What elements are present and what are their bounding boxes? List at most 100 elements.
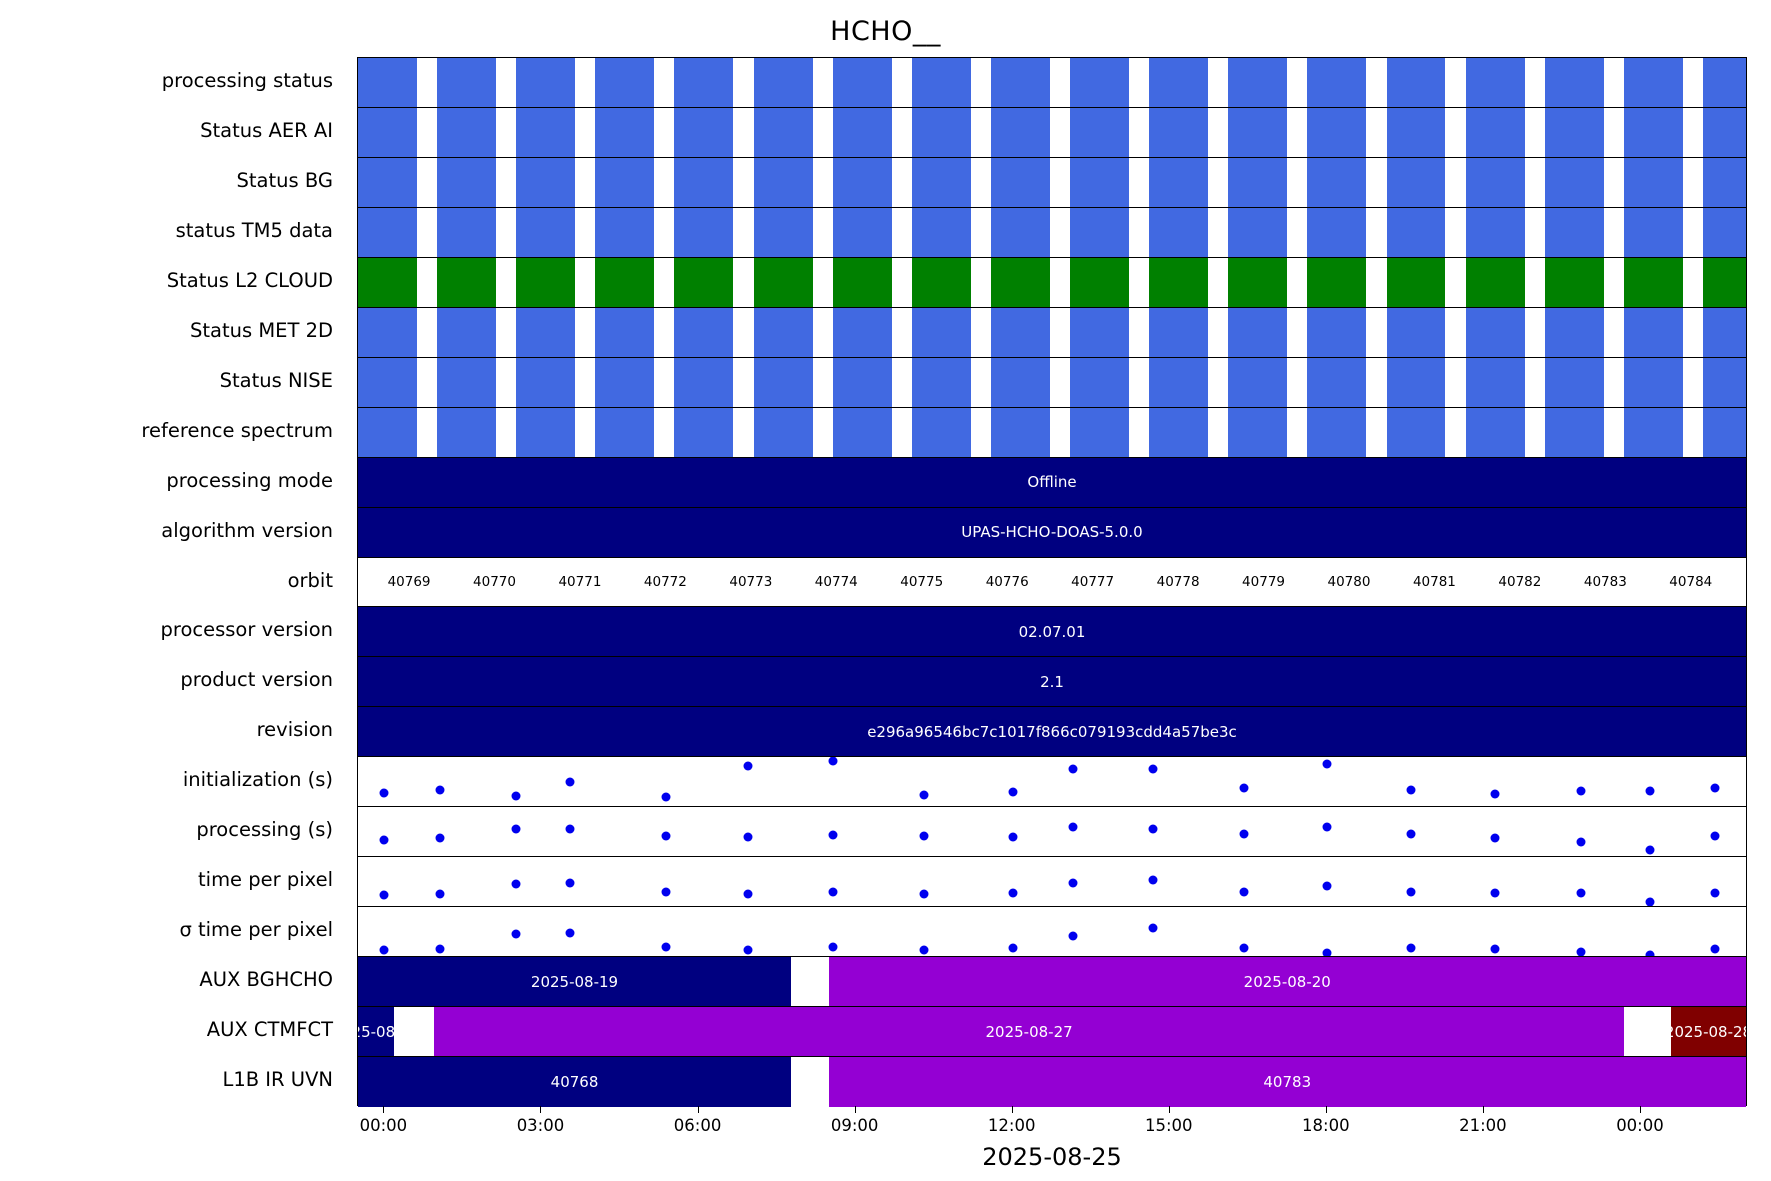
y-axis-label: reference spectrum (141, 418, 333, 442)
orbit-label: 40781 (1412, 573, 1456, 590)
status-cell (1544, 357, 1604, 407)
scatter-point (919, 790, 929, 800)
y-axis-label: AUX BGHCHO (199, 968, 333, 992)
status-cell (1228, 257, 1288, 307)
scatter-point (1576, 947, 1586, 957)
status-cell (674, 157, 734, 207)
x-axis-tick (383, 1106, 385, 1113)
timeline-segment: 2025-08-20 (828, 957, 1746, 1007)
scatter-point (565, 777, 575, 787)
scatter-point (1068, 931, 1078, 941)
status-cell (358, 357, 417, 407)
x-axis-tick (1482, 1106, 1484, 1113)
status-cell (516, 157, 576, 207)
status-cell (753, 407, 813, 457)
band-value: UPAS-HCHO-DOAS-5.0.0 (358, 507, 1746, 557)
status-cell (1070, 357, 1130, 407)
orbit-label: 40778 (1156, 573, 1200, 590)
y-axis-label: Status MET 2D (189, 318, 333, 342)
scatter-point (661, 942, 671, 952)
timeline-row (358, 257, 1746, 308)
status-cell (1386, 107, 1446, 157)
status-cell (1623, 58, 1683, 107)
scatter-point (1068, 822, 1078, 832)
timeline-row: 02.07.01 (358, 607, 1746, 658)
x-axis-title: 2025-08-25 (982, 1143, 1122, 1171)
timeline-segment (791, 1057, 829, 1107)
status-cell (832, 107, 892, 157)
x-axis-tick-label: 03:00 (516, 1116, 565, 1135)
timeline-row (358, 757, 1746, 808)
status-cell (911, 157, 971, 207)
y-axis-label: AUX CTMFCT (206, 1018, 333, 1042)
scatter-point (1406, 785, 1416, 795)
timeline-row: 2025-08-19 2025-08-20 (358, 957, 1746, 1008)
y-axis-label: Status BG (236, 168, 333, 192)
scatter-point (1645, 950, 1655, 957)
scatter-point (565, 878, 575, 888)
status-cell (1070, 257, 1130, 307)
status-cell (1228, 357, 1288, 407)
orbit-label: 40782 (1498, 573, 1542, 590)
x-axis-tick (1325, 1106, 1327, 1113)
scatter-point (1239, 783, 1249, 793)
status-cell (1228, 407, 1288, 457)
status-cell (911, 357, 971, 407)
status-cell (1544, 207, 1604, 257)
status-cell (911, 407, 971, 457)
timeline-row (358, 907, 1746, 958)
status-cell (516, 207, 576, 257)
orbit-track: 40769 40770 40771 40772 40773 40774 40775 40776… (358, 557, 1746, 607)
status-cell (911, 58, 971, 107)
status-cell (1228, 107, 1288, 157)
y-axis-label: Status NISE (219, 368, 333, 392)
status-cell (1465, 407, 1525, 457)
y-axis-label: orbit (287, 568, 333, 592)
y-axis-label: revision (256, 718, 333, 742)
status-cell (832, 58, 892, 107)
x-axis-tick-label: 21:00 (1459, 1116, 1507, 1135)
x-axis-tick-label: 00:00 (1616, 1116, 1664, 1135)
scatter-point (379, 788, 389, 798)
x-axis-tick-label: 12:00 (987, 1116, 1036, 1135)
status-cell (1702, 107, 1746, 157)
orbit-label: 40776 (985, 573, 1029, 590)
y-axis-label: σ time per pixel (179, 918, 333, 942)
scatter-point (661, 831, 671, 841)
status-cell (1623, 357, 1683, 407)
status-cell (990, 357, 1050, 407)
status-cell (1623, 157, 1683, 207)
status-cell (990, 307, 1050, 357)
x-axis-tick-label: 00:00 (359, 1116, 408, 1135)
status-cell (595, 257, 655, 307)
scatter-point (1322, 822, 1332, 832)
timeline-segment (394, 1007, 435, 1057)
status-cell (1702, 157, 1746, 207)
status-cell (1702, 407, 1746, 457)
status-cell (1307, 207, 1367, 257)
status-cell (437, 407, 497, 457)
status-cell (911, 307, 971, 357)
x-axis-tick (540, 1106, 542, 1113)
status-cell (1702, 58, 1746, 107)
status-cell (1623, 307, 1683, 357)
timeline-row (358, 357, 1746, 408)
x-axis-tick (1168, 1106, 1170, 1113)
status-cell (516, 58, 576, 107)
status-cell (753, 257, 813, 307)
timeline-row: UPAS-HCHO-DOAS-5.0.0 (358, 507, 1746, 558)
status-cell (1228, 307, 1288, 357)
scatter-point (1322, 948, 1332, 957)
status-cell (516, 107, 576, 157)
scatter-point (1008, 787, 1018, 797)
status-cell (1070, 157, 1130, 207)
status-cell (911, 107, 971, 157)
status-cell (911, 257, 971, 307)
y-axis-label: processing mode (166, 468, 333, 492)
status-cell (437, 157, 497, 207)
scatter-point (1490, 888, 1500, 898)
status-cell (1149, 307, 1209, 357)
scatter-point (379, 945, 389, 955)
status-cell (1228, 157, 1288, 207)
status-cell (1149, 107, 1209, 157)
